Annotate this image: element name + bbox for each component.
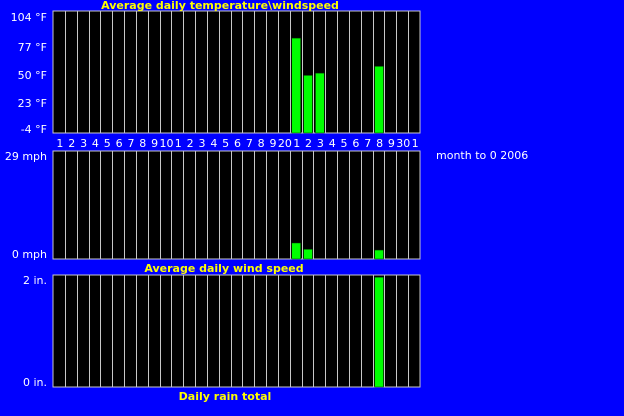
temperature-y-tick-label: 77 °F <box>18 41 47 54</box>
wind-plot-area <box>52 150 421 260</box>
x-tick-label: 9 <box>388 137 395 150</box>
rain-y-tick-label: 2 in. <box>23 274 47 287</box>
wind-y-tick-label: 29 mph <box>5 150 47 163</box>
temperature-bar <box>303 75 313 134</box>
wind-bar <box>291 242 301 260</box>
rain-title: Daily rain total <box>179 390 272 403</box>
x-tick-label: 2 <box>187 137 194 150</box>
x-tick-label: 6 <box>352 137 359 150</box>
temperature-y-tick-label: 23 °F <box>18 97 47 110</box>
rain-bar <box>374 276 384 388</box>
rain-panel: Daily rain total 2 in. 0 in. <box>23 274 421 403</box>
wind-title: Average daily wind speed <box>144 262 303 275</box>
x-tick-label: 30 <box>396 137 410 150</box>
rain-y-tick-label: 0 in. <box>23 376 47 389</box>
x-tick-label: 6 <box>116 137 123 150</box>
period-label: month to 0 2006 <box>436 149 528 162</box>
x-tick-label: 4 <box>92 137 99 150</box>
x-tick-label: 4 <box>329 137 336 150</box>
wind-panel: Average daily wind speed 29 mph 0 mph <box>5 150 421 275</box>
x-tick-label: 1 <box>56 137 63 150</box>
temperature-y-tick-label: -4 °F <box>21 123 47 136</box>
x-tick-label: 7 <box>127 137 134 150</box>
temperature-bar <box>315 72 325 134</box>
temperature-panel: Average daily temperature\windspeed 104 °… <box>11 0 421 150</box>
temperature-bar <box>291 37 301 134</box>
x-tick-label: 9 <box>151 137 158 150</box>
temperature-plot-area <box>52 10 421 134</box>
wind-bar <box>374 249 384 260</box>
x-tick-label: 8 <box>376 137 383 150</box>
x-tick-label: 2 <box>305 137 312 150</box>
x-tick-label: 5 <box>104 137 111 150</box>
x-tick-label: 6 <box>234 137 241 150</box>
x-tick-label: 5 <box>222 137 229 150</box>
x-tick-label: 3 <box>198 137 205 150</box>
temperature-y-tick-label: 104 °F <box>11 11 47 24</box>
rain-plot-area <box>52 274 421 388</box>
x-tick-label: 1 <box>175 137 182 150</box>
x-tick-label: 7 <box>364 137 371 150</box>
x-tick-label: 4 <box>210 137 217 150</box>
x-tick-label: 1 <box>293 137 300 150</box>
x-tick-label: 3 <box>80 137 87 150</box>
x-tick-label: 8 <box>258 137 265 150</box>
x-tick-label: 8 <box>139 137 146 150</box>
x-tick-label: 1 <box>412 137 419 150</box>
temperature-bar <box>374 66 384 134</box>
x-tick-label: 7 <box>246 137 253 150</box>
x-tick-label: 2 <box>68 137 75 150</box>
x-tick-label: 3 <box>317 137 324 150</box>
wind-y-tick-label: 0 mph <box>12 248 47 261</box>
x-tick-label: 20 <box>278 137 292 150</box>
temperature-y-tick-label: 50 °F <box>18 69 47 82</box>
wind-bar <box>303 249 313 260</box>
x-tick-label: 10 <box>159 137 173 150</box>
temperature-title: Average daily temperature\windspeed <box>101 0 339 12</box>
x-tick-label: 9 <box>270 137 277 150</box>
x-tick-label: 5 <box>341 137 348 150</box>
